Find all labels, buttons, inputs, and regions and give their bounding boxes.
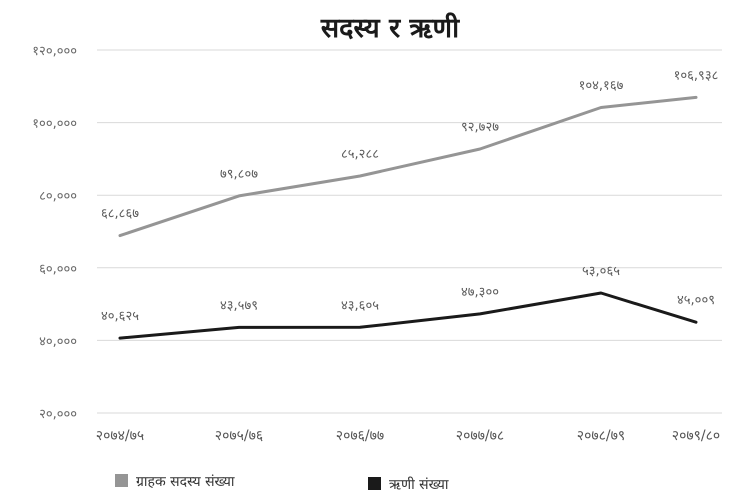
y-tick-label: १२०,००० <box>32 44 77 59</box>
legend: ग्राहक सदस्य संख्या ऋणी संख्या <box>115 474 449 493</box>
y-tick-label: ४०,००० <box>39 334 77 349</box>
data-label-members: ९२,७२७ <box>461 120 499 135</box>
data-label-members: १०४,१६७ <box>579 78 624 93</box>
gridlines <box>97 49 722 414</box>
series-lines <box>118 95 698 340</box>
data-label-members: ७९,८०७ <box>220 167 258 182</box>
series-line-borrowers <box>118 291 698 340</box>
chart-title: सदस्य र ऋणी <box>320 12 460 44</box>
x-tick-label: २०७८/७९ <box>577 428 625 444</box>
data-label-members: ६८,८६७ <box>101 207 139 222</box>
data-label-members: १०६,९३८ <box>674 68 719 83</box>
data-label-members: ८५,२८८ <box>341 147 379 162</box>
legend-swatch-members <box>115 474 128 487</box>
data-label-borrowers: ४०,६२५ <box>101 309 139 324</box>
legend-label-members: ग्राहक सदस्य संख्या <box>136 474 235 490</box>
y-tick-label: १००,००० <box>32 117 77 132</box>
legend-swatch-borrowers <box>368 477 381 490</box>
x-tick-label: २०७९/८० <box>672 428 720 444</box>
data-label-borrowers: ४७,३०० <box>461 285 499 300</box>
legend-label-borrowers: ऋणी संख्या <box>389 476 449 493</box>
data-label-borrowers: ४५,००९ <box>677 293 715 308</box>
data-label-borrowers: ४३,५७९ <box>220 298 258 313</box>
y-tick-label: ८०,००० <box>39 189 77 204</box>
x-tick-label: २०७७/७८ <box>456 428 504 444</box>
data-label-borrowers: ५३,०६५ <box>582 264 620 279</box>
data-labels: ६८,८६७ ७९,८०७ ८५,२८८ ९२,७२७ १०४,१६७ १०६,९३८ ४०… <box>101 68 719 324</box>
y-axis-ticks: २०,००० ४०,००० ६०,००० ८०,००० १००,००० १२०,००० <box>32 44 77 422</box>
y-tick-label: २०,००० <box>39 407 77 422</box>
x-tick-label: २०७५/७६ <box>215 428 263 444</box>
x-tick-label: २०७४/७५ <box>96 428 144 444</box>
x-axis-ticks: २०७४/७५ २०७५/७६ २०७६/७७ २०७७/७८ २०७८/७९ २०७९/… <box>96 428 720 444</box>
y-tick-label: ६०,००० <box>39 262 77 277</box>
x-tick-label: २०७६/७७ <box>336 428 384 444</box>
series-line-members <box>118 95 698 238</box>
data-label-borrowers: ४३,६०५ <box>341 298 379 313</box>
